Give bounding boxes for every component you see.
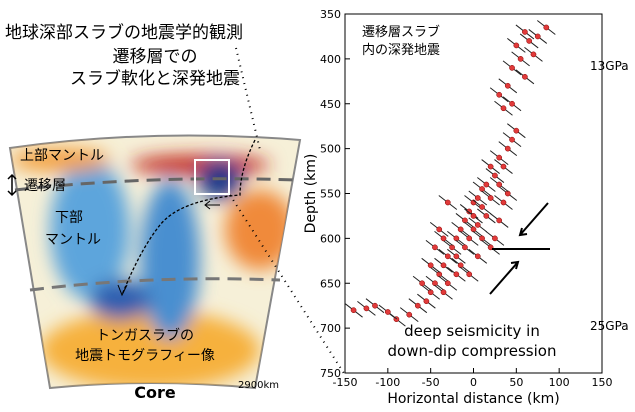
event (372, 303, 377, 308)
event (441, 290, 446, 295)
figure: 地球深部スラブの地震学的観測遷移層でのスラブ軟化と深発地震上部マントル遷移層下部… (0, 0, 635, 408)
event (437, 227, 442, 232)
y-tick-label: 600 (320, 232, 341, 245)
pressure-label: 13GPa (590, 59, 629, 73)
event (432, 245, 437, 250)
event (428, 263, 433, 268)
event (424, 299, 429, 304)
label: トンガスラブの (96, 327, 194, 344)
label: 地震トモグラフィー像 (75, 348, 215, 364)
event (415, 303, 420, 308)
event (527, 38, 532, 43)
event (445, 200, 450, 205)
subtitle: スラブ軟化と深発地震 (70, 68, 240, 89)
event (407, 312, 412, 317)
label: マントル (45, 232, 101, 248)
event (484, 213, 489, 218)
event (420, 281, 425, 286)
event (475, 254, 480, 259)
event (484, 182, 489, 187)
label: 2900km (238, 380, 279, 391)
event (518, 56, 523, 61)
event (441, 263, 446, 268)
event (501, 106, 506, 111)
x-tick-label: 50 (509, 376, 523, 389)
event (514, 128, 519, 133)
y-tick-label: 750 (320, 367, 341, 380)
event (471, 213, 476, 218)
annotation: 遷移層スラブ (362, 24, 440, 40)
event (492, 173, 497, 178)
annotation: 内の深発地震 (362, 42, 440, 58)
plot-frame (345, 14, 602, 373)
event (479, 204, 484, 209)
event (351, 308, 356, 313)
event (501, 164, 506, 169)
event (522, 29, 527, 34)
event (364, 306, 369, 311)
event (497, 182, 502, 187)
x-axis-label: Horizontal distance (km) (387, 391, 559, 407)
event (505, 146, 510, 151)
label: Core (134, 383, 176, 402)
event (462, 245, 467, 250)
y-tick-label: 650 (320, 277, 341, 290)
event (509, 137, 514, 142)
event (535, 34, 540, 39)
y-tick-label: 400 (320, 53, 341, 66)
event (445, 254, 450, 259)
event (488, 164, 493, 169)
event (514, 43, 519, 48)
event (454, 272, 459, 277)
x-tick-label: -100 (375, 376, 400, 389)
event (454, 254, 459, 259)
compression-arrows (490, 203, 550, 294)
x-tick-label: 150 (592, 376, 613, 389)
label: 上部マントル (20, 148, 104, 164)
y-tick-label: 700 (320, 322, 341, 335)
y-axis-label: Depth (km) (303, 154, 319, 234)
event (445, 281, 450, 286)
x-tick-label: -50 (422, 376, 440, 389)
pressure-label: 25GPa (590, 319, 629, 333)
event (467, 236, 472, 241)
y-tick-label: 550 (320, 188, 341, 201)
label: 遷移層 (24, 178, 66, 194)
event (509, 101, 514, 106)
title: 地球深部スラブの地震学的観測 (5, 22, 243, 43)
subtitle: 遷移層での (113, 47, 198, 67)
event (475, 222, 480, 227)
event (531, 52, 536, 57)
note: down-dip compression (388, 342, 557, 360)
event (492, 236, 497, 241)
event (385, 309, 390, 314)
event (488, 195, 493, 200)
event (497, 218, 502, 223)
event (441, 236, 446, 241)
event (544, 25, 549, 30)
y-tick-label: 350 (320, 8, 341, 21)
note: deep seismicity in (404, 322, 540, 340)
y-tick-label: 500 (320, 143, 341, 156)
event (509, 65, 514, 70)
event (522, 74, 527, 79)
x-tick-label: 0 (470, 376, 477, 389)
event (497, 155, 502, 160)
event (505, 83, 510, 88)
y-tick-label: 450 (320, 98, 341, 111)
event (501, 200, 506, 205)
event (497, 92, 502, 97)
x-tick-label: 100 (549, 376, 570, 389)
label: 下部 (55, 210, 83, 226)
event (475, 195, 480, 200)
event (467, 272, 472, 277)
